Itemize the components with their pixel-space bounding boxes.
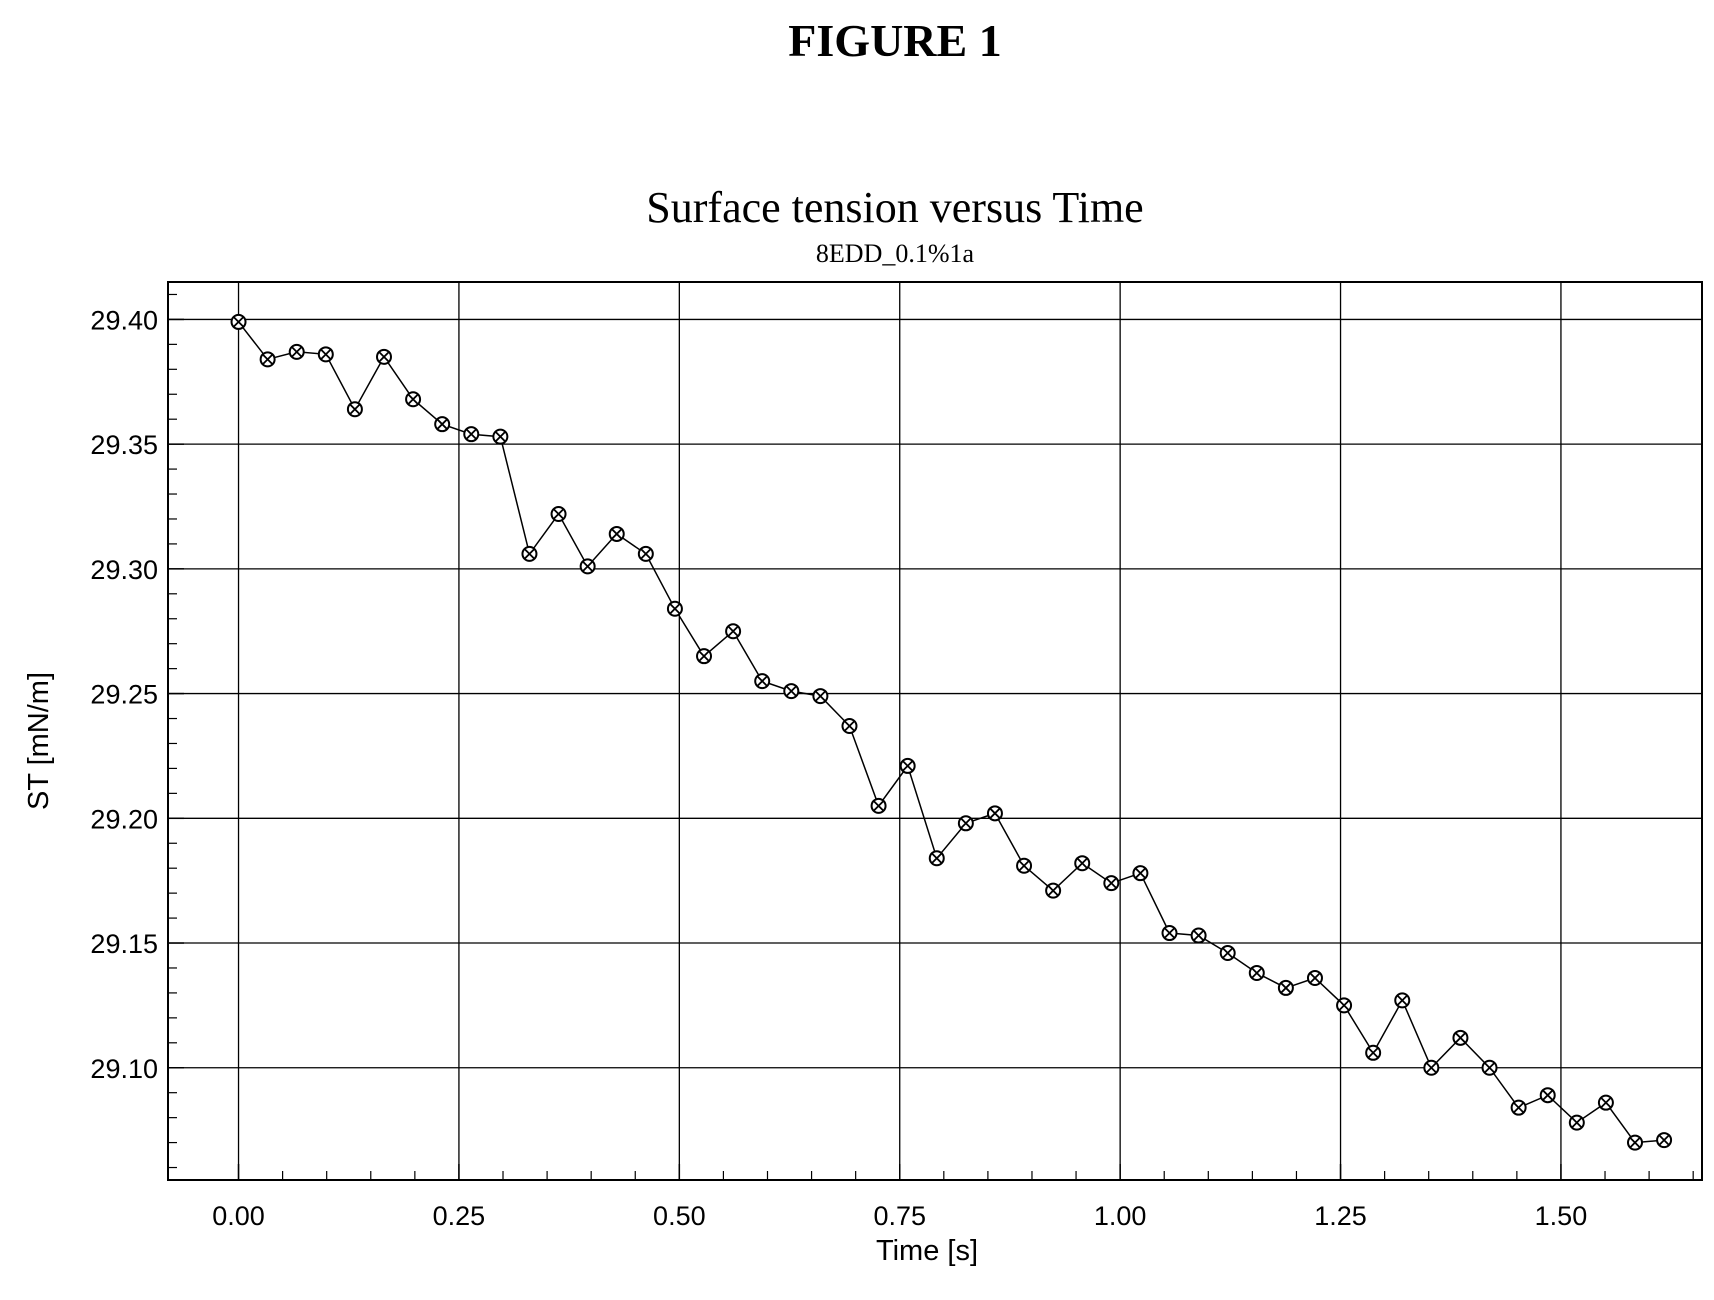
data-point (405, 391, 422, 408)
x-tick-label: 1.50 (1535, 1201, 1588, 1231)
chart-title: Surface tension versus Time (646, 183, 1143, 232)
grid (168, 282, 1702, 1180)
data-point (346, 401, 363, 418)
y-axis-label: ST [mN/m] (23, 672, 55, 810)
series-line (237, 321, 1665, 1144)
y-tick-label: 29.10 (90, 1054, 158, 1084)
data-point (1132, 865, 1149, 882)
data-point (696, 648, 713, 665)
data-point (870, 797, 887, 814)
data-point (783, 683, 800, 700)
figure-label: FIGURE 1 (788, 15, 1002, 66)
data-point (1423, 1059, 1440, 1076)
y-tick-label: 29.25 (90, 680, 158, 710)
data-point (1568, 1114, 1585, 1131)
data-point (259, 351, 276, 368)
data-point (666, 600, 683, 617)
plot-frame (167, 281, 1703, 1181)
x-tick-label: 0.25 (433, 1201, 486, 1231)
x-tick-label: 0.50 (653, 1201, 706, 1231)
x-tick-label: 0.75 (873, 1201, 926, 1231)
x-tick-label: 1.25 (1314, 1201, 1367, 1231)
data-point (230, 313, 247, 330)
y-tick-label: 29.20 (90, 804, 158, 834)
y-tick-label: 29.35 (90, 430, 158, 460)
y-tick-label: 29.15 (90, 929, 158, 959)
data-point (725, 623, 742, 640)
data-point (1045, 882, 1062, 899)
y-tick-label: 29.40 (90, 305, 158, 335)
data-point (1219, 945, 1236, 962)
data-point (957, 815, 974, 832)
data-point (1394, 992, 1411, 1009)
data-point (1656, 1132, 1673, 1149)
data-point (521, 545, 538, 562)
data-point (1248, 964, 1265, 981)
data-points (230, 313, 1673, 1151)
data-point (1016, 857, 1033, 874)
data-point (317, 346, 334, 363)
data-point (1510, 1099, 1527, 1116)
data-point (288, 343, 305, 360)
data-point (1481, 1059, 1498, 1076)
y-tick-label: 29.30 (90, 555, 158, 585)
data-point (1626, 1134, 1643, 1151)
data-point (492, 428, 509, 445)
axis-ticks (168, 293, 1694, 1180)
data-point (1365, 1044, 1382, 1061)
data-point (375, 348, 392, 365)
data-point (608, 525, 625, 542)
data-point (754, 673, 771, 690)
data-point (463, 426, 480, 443)
data-point (812, 688, 829, 705)
data-point (1539, 1087, 1556, 1104)
data-point (1074, 855, 1091, 872)
x-axis-label: Time [s] (876, 1235, 978, 1267)
data-point (550, 505, 567, 522)
data-point (986, 805, 1003, 822)
data-point (434, 416, 451, 433)
data-point (928, 850, 945, 867)
tick-labels: 0.00 0.25 0.50 0.75 1.00 1.25 1.50 29.10 29.15 29… (90, 305, 1587, 1231)
data-point (1190, 927, 1207, 944)
chart-subtitle: 8EDD_0.1%1a (816, 239, 975, 268)
x-tick-label: 1.00 (1094, 1201, 1147, 1231)
data-point (1597, 1094, 1614, 1111)
data-point (637, 545, 654, 562)
data-point (579, 558, 596, 575)
data-point (1306, 969, 1323, 986)
data-point (1452, 1029, 1469, 1046)
data-point (1103, 875, 1120, 892)
data-point (1277, 979, 1294, 996)
data-point (841, 718, 858, 735)
data-point (1336, 997, 1353, 1014)
x-tick-label: 0.00 (212, 1201, 265, 1231)
data-point (899, 757, 916, 774)
data-point (1161, 925, 1178, 942)
